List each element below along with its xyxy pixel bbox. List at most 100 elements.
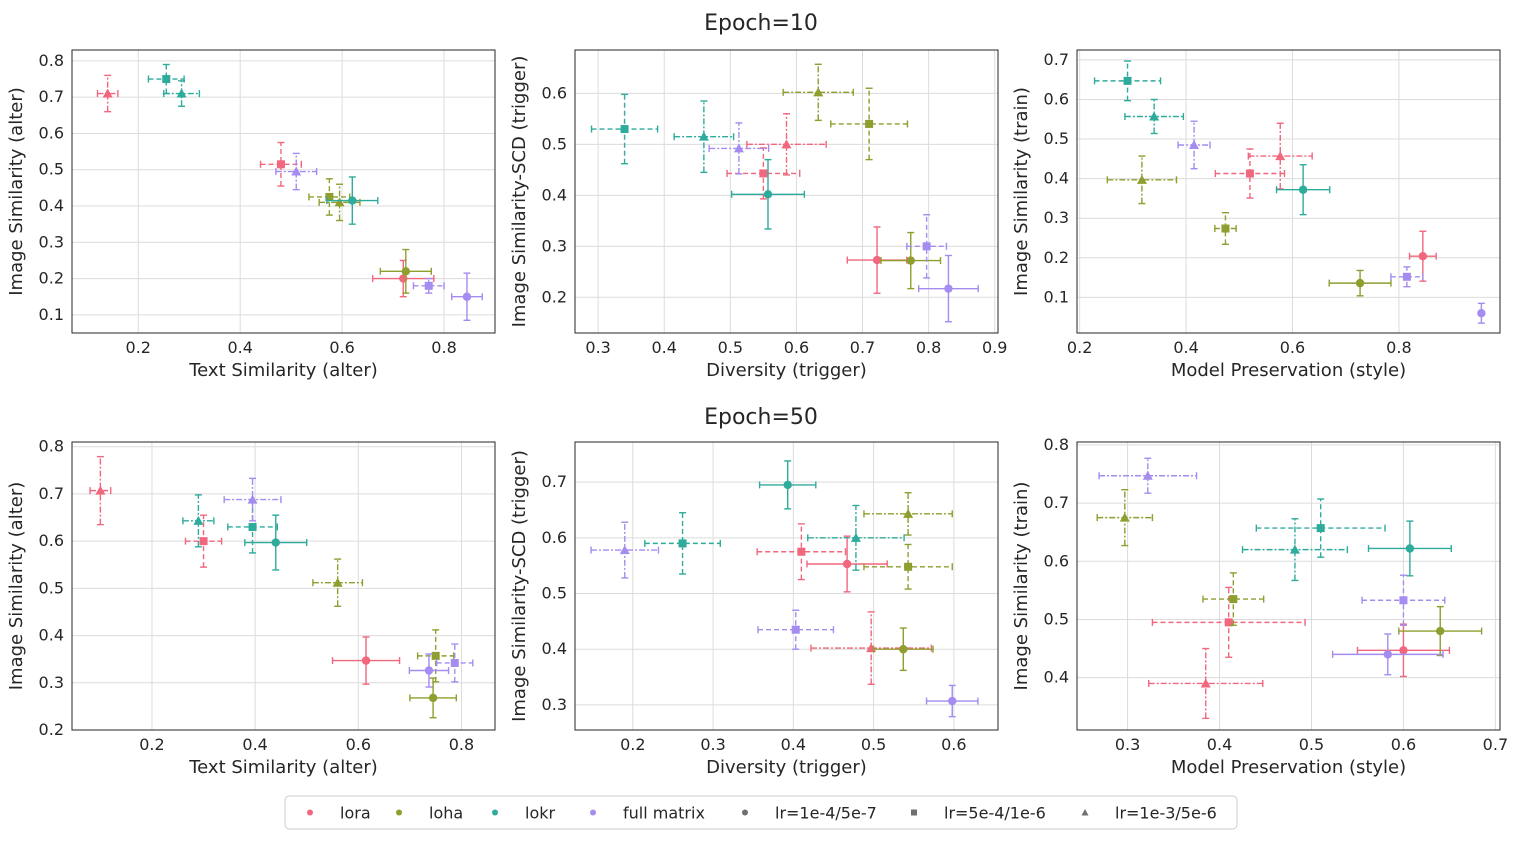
legend-entry-lr-5e-4-1e-6: lr=5e-4/1e-6 — [911, 804, 1046, 823]
x-tick-label: 0.3 — [585, 338, 610, 357]
x-tick-label: 0.4 — [652, 338, 677, 357]
plot-frame — [574, 441, 999, 731]
x-axis-label: Text Similarity (alter) — [188, 360, 378, 381]
y-tick-label: 0.6 — [39, 123, 64, 142]
triangle-marker — [1119, 512, 1130, 522]
square-marker — [678, 539, 687, 548]
plot-frame — [71, 49, 496, 334]
triangle-marker — [1142, 470, 1153, 480]
y-tick-label: 0.3 — [39, 673, 64, 692]
y-tick-label: 0.6 — [1044, 89, 1069, 108]
point-lokr-square — [1255, 498, 1386, 558]
circle-marker — [1405, 544, 1415, 553]
legend-label: full matrix — [623, 804, 705, 823]
point-full-matrix-square — [412, 277, 445, 294]
x-tick-label: 0.2 — [620, 735, 645, 754]
scatter-panel-3: 0.2 0.4 0.6 0.8 0.1 0.2 0.3 0.4 0.5 0.6 0.7 Model P… — [1011, 49, 1501, 381]
x-tick-label: 0.2 — [139, 735, 164, 754]
circle-marker — [348, 196, 357, 205]
square-marker — [791, 625, 800, 634]
y-tick-label: 0.7 — [542, 472, 567, 491]
y-tick-label: 0.1 — [39, 305, 64, 324]
y-tick-label: 0.5 — [1044, 609, 1069, 628]
point-lokr-triangle — [1124, 98, 1185, 135]
point-loha-circle — [1398, 605, 1483, 657]
x-tick-label: 0.5 — [718, 338, 743, 357]
x-tick-label: 0.3 — [1115, 735, 1140, 754]
square-marker — [431, 651, 440, 660]
circle-marker — [783, 480, 792, 490]
row-title-epoch-10: Epoch=10 — [704, 11, 818, 36]
square-marker — [922, 242, 931, 251]
x-tick-label: 0.5 — [861, 735, 886, 754]
square-marker — [759, 169, 768, 178]
y-tick-label: 0.5 — [39, 578, 64, 597]
point-lokr-triangle — [163, 80, 201, 107]
point-lokr-circle — [730, 158, 806, 230]
x-tick-label: 0.6 — [346, 735, 371, 754]
triangle-marker — [1289, 544, 1300, 554]
y-tick-label: 0.1 — [1044, 287, 1069, 306]
legend-label: loha — [429, 804, 463, 823]
point-lora-triangle — [96, 74, 119, 113]
scatter-panel-1: 0.2 0.4 0.6 0.8 0.1 0.2 0.3 0.4 0.5 0.6 0.7 0.8 Text… — [6, 49, 496, 381]
y-tick-label: 0.2 — [39, 269, 64, 288]
point-lora-circle — [1408, 230, 1437, 282]
point-full-matrix-circle — [917, 254, 979, 323]
triangle-marker — [781, 139, 792, 149]
triangle-marker — [850, 532, 861, 542]
legend-box — [284, 795, 1238, 830]
point-lora-circle — [371, 259, 435, 298]
y-tick-label: 0.6 — [39, 531, 64, 550]
legend-color-swatch — [307, 809, 313, 816]
legend-entry-lora: lora — [307, 804, 371, 823]
y-tick-label: 0.7 — [39, 484, 64, 503]
scatter-panel-2: 0.3 0.4 0.5 0.6 0.7 0.8 0.9 0.2 0.3 0.4 0.5 0.6 Dive… — [509, 49, 1007, 381]
y-tick-label: 0.4 — [1044, 169, 1069, 188]
point-loha-triangle — [863, 491, 953, 536]
square-marker — [904, 562, 913, 571]
triangle-marker — [102, 88, 113, 98]
y-tick-label: 0.6 — [542, 528, 567, 547]
point-loha-square — [863, 543, 953, 590]
triangle-marker — [1200, 678, 1211, 688]
circle-marker — [1298, 185, 1308, 194]
point-loha-circle — [379, 248, 432, 294]
x-axis-label: Model Preservation (style) — [1171, 757, 1406, 778]
legend-entry-lr-1e-4-5e-7: lr=1e-4/5e-7 — [742, 804, 877, 823]
square-marker — [276, 160, 285, 169]
y-axis-label: Image Similarity (alter) — [6, 482, 27, 691]
legend-label: lokr — [525, 804, 556, 823]
y-tick-label: 0.4 — [39, 626, 64, 645]
circle-marker — [872, 255, 882, 265]
point-full-matrix-circle — [450, 272, 483, 322]
square-marker — [620, 125, 629, 134]
legend: lora loha lokr full matrix lr=1e-4/5e-7 lr=5e… — [284, 795, 1238, 830]
square-marker — [199, 537, 208, 546]
x-tick-label: 0.8 — [1386, 338, 1411, 357]
circle-marker — [906, 256, 915, 265]
x-tick-label: 0.6 — [1280, 338, 1305, 357]
point-loha-square — [1214, 211, 1237, 246]
x-tick-label: 0.7 — [850, 338, 875, 357]
y-tick-label: 0.4 — [39, 196, 64, 215]
point-loha-triangle — [312, 558, 364, 608]
circle-marker — [842, 559, 852, 569]
y-tick-label: 0.3 — [542, 236, 567, 255]
circle-marker — [1355, 278, 1365, 288]
point-lora-circle — [806, 535, 888, 593]
point-loha-triangle — [1096, 489, 1154, 547]
point-lora-square — [726, 147, 801, 200]
y-tick-label: 0.4 — [542, 185, 567, 204]
y-tick-label: 0.3 — [1044, 208, 1069, 227]
triangle-marker — [1149, 111, 1160, 121]
circle-marker — [1436, 626, 1445, 636]
plot-frame — [71, 441, 496, 731]
point-full-matrix-triangle — [223, 477, 282, 522]
triangle-marker — [332, 577, 343, 587]
point-full-matrix-square — [757, 609, 835, 650]
x-tick-label: 0.8 — [449, 735, 474, 754]
y-axis-label: Image Similarity-SCD (trigger) — [509, 56, 530, 328]
point-lora-square — [1214, 148, 1286, 199]
legend-entry-lokr: lokr — [492, 804, 556, 823]
